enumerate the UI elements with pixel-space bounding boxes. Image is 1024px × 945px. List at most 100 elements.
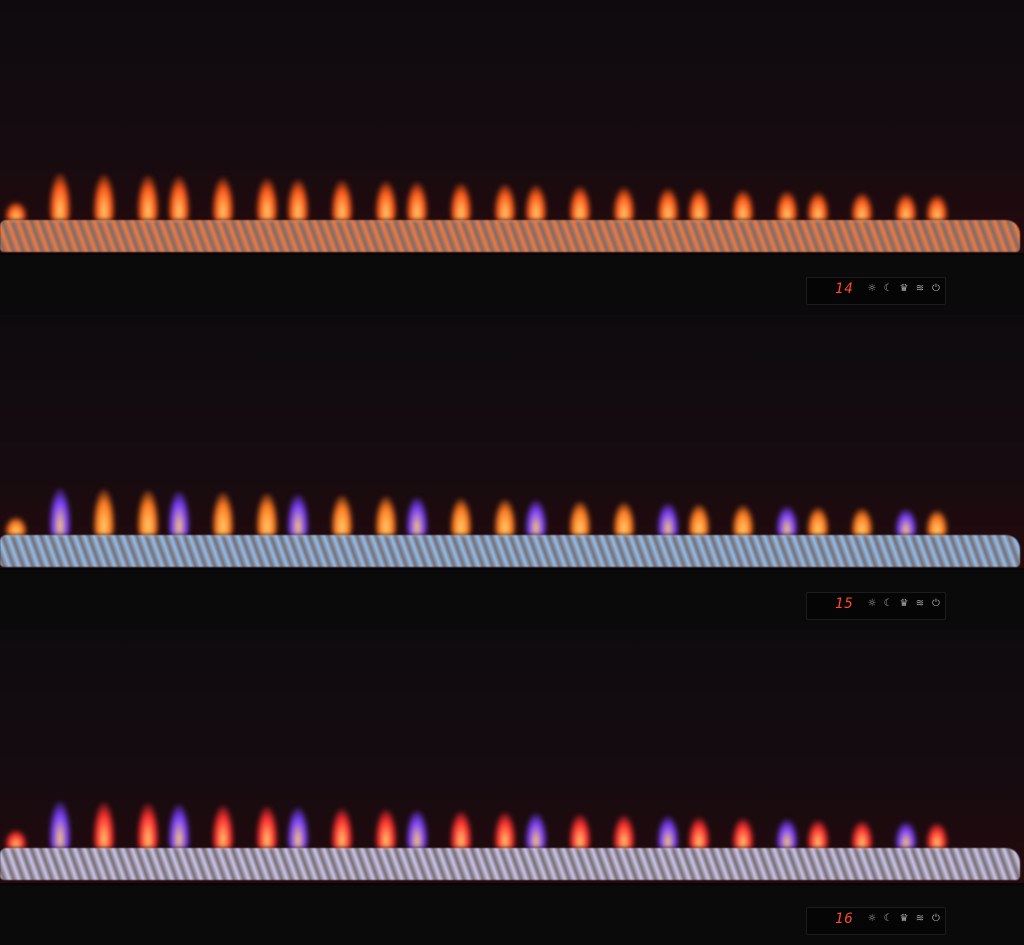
flame (732, 505, 754, 535)
temperature-display: 15 (835, 596, 854, 612)
timer-moon-icon[interactable]: ☾ (883, 598, 893, 609)
flame (688, 817, 710, 848)
flame (287, 807, 309, 848)
power-icon[interactable]: ⏻ (932, 913, 940, 924)
flame (212, 805, 234, 848)
heat-icon[interactable]: ≋ (915, 283, 925, 294)
flame (331, 180, 353, 220)
flame (851, 508, 873, 535)
fireplace-panel: 16 ☼ ☾ ♛ ≋ ⏻ (0, 630, 1024, 945)
flame (168, 176, 190, 220)
power-icon[interactable]: ⏻ (932, 283, 940, 294)
flame-effect-icon[interactable]: ♛ (899, 913, 909, 924)
fireplace-panel: 14 ☼ ☾ ♛ ≋ ⏻ (0, 0, 1024, 315)
flame (732, 818, 754, 848)
flames (0, 475, 1024, 535)
flame (450, 811, 472, 848)
flame (406, 497, 428, 535)
crystal-media-bed (0, 535, 1020, 567)
flame (494, 499, 516, 535)
flame (49, 488, 71, 535)
flame (168, 491, 190, 535)
flame (287, 179, 309, 220)
flame (256, 806, 278, 848)
flame-effect-icon[interactable]: ♛ (899, 283, 909, 294)
flame (569, 814, 591, 848)
timer-moon-icon[interactable]: ☾ (883, 283, 893, 294)
flame (807, 507, 829, 535)
flame (613, 502, 635, 535)
flame (613, 815, 635, 848)
brightness-icon[interactable]: ☼ (867, 283, 877, 294)
flame (49, 173, 71, 220)
flame (375, 181, 397, 220)
brightness-icon[interactable]: ☼ (867, 598, 877, 609)
flame (494, 184, 516, 220)
flame (776, 819, 798, 848)
flames (0, 160, 1024, 220)
fireplace-panel: 15 ☼ ☾ ♛ ≋ ⏻ (0, 315, 1024, 630)
heat-icon[interactable]: ≋ (915, 913, 925, 924)
flame (375, 496, 397, 535)
power-icon[interactable]: ⏻ (932, 598, 940, 609)
timer-moon-icon[interactable]: ☾ (883, 913, 893, 924)
flame (895, 822, 917, 848)
flame (895, 509, 917, 535)
heat-icon[interactable]: ≋ (915, 598, 925, 609)
flame (688, 504, 710, 535)
flame (406, 182, 428, 220)
flame (5, 517, 27, 535)
flame (657, 188, 679, 220)
flame (494, 812, 516, 848)
control-panel: 15 ☼ ☾ ♛ ≋ ⏻ (806, 592, 946, 620)
flame (525, 813, 547, 848)
flame (137, 803, 159, 848)
flame (137, 175, 159, 220)
flame (5, 202, 27, 220)
flame (212, 177, 234, 220)
flame (613, 187, 635, 220)
flame (569, 186, 591, 220)
flame (776, 191, 798, 220)
flame (93, 489, 115, 535)
flames (0, 788, 1024, 848)
flame (450, 183, 472, 220)
flame (732, 190, 754, 220)
flame (5, 830, 27, 848)
flame (450, 498, 472, 535)
flame (688, 189, 710, 220)
flame (525, 500, 547, 535)
flame (807, 192, 829, 220)
flame (406, 810, 428, 848)
flame (256, 493, 278, 535)
flame (657, 816, 679, 848)
crystal-media-bed (0, 220, 1020, 252)
temperature-display: 16 (835, 911, 854, 927)
flame (776, 506, 798, 535)
control-panel: 16 ☼ ☾ ♛ ≋ ⏻ (806, 907, 946, 935)
crystal-media-bed (0, 848, 1020, 880)
flame (569, 501, 591, 535)
flame (212, 492, 234, 535)
flame (525, 185, 547, 220)
flame (49, 801, 71, 848)
flame (287, 494, 309, 535)
flame (93, 174, 115, 220)
brightness-icon[interactable]: ☼ (867, 913, 877, 924)
control-panel: 14 ☼ ☾ ♛ ≋ ⏻ (806, 277, 946, 305)
flame (256, 178, 278, 220)
flame (807, 820, 829, 848)
flame (168, 804, 190, 848)
flame (851, 193, 873, 220)
temperature-display: 14 (835, 281, 854, 297)
flame (331, 808, 353, 848)
flame (851, 821, 873, 848)
flame (137, 490, 159, 535)
flame (926, 195, 948, 220)
flame (657, 503, 679, 535)
flame (93, 802, 115, 848)
flame (331, 495, 353, 535)
flame (926, 510, 948, 535)
flame-effect-icon[interactable]: ♛ (899, 598, 909, 609)
flame (375, 809, 397, 848)
